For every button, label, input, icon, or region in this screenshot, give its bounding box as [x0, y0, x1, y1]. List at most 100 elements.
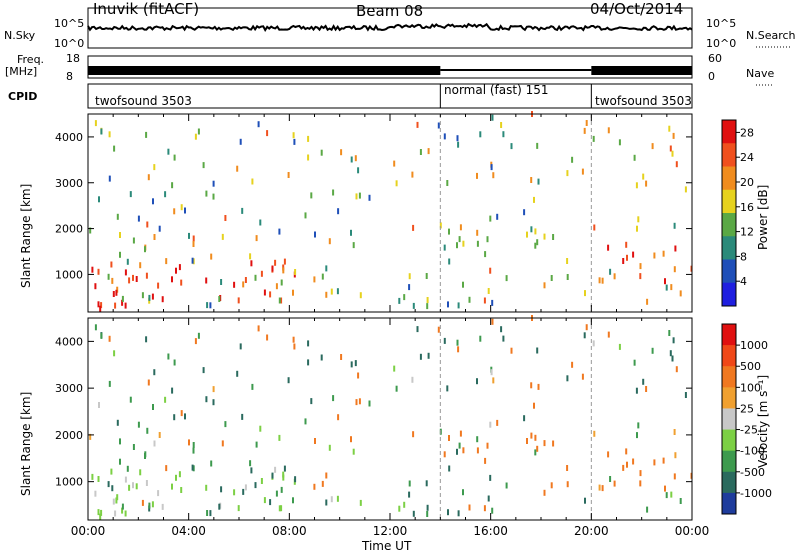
power-heatmap-cell: [119, 232, 121, 238]
x-axis-title: Time UT: [362, 539, 412, 553]
power-heatmap-cell: [325, 265, 328, 272]
velocity-heatmap-cell: [146, 427, 149, 434]
velocity-heatmap-cell: [164, 396, 167, 403]
velocity-heatmap-cell: [416, 326, 419, 333]
power-heatmap-cell: [139, 262, 142, 269]
power-panel-frame: [87, 113, 693, 313]
velocity-heatmap-cell: [426, 504, 429, 511]
velocity-heatmap-cell: [534, 434, 537, 441]
velocity-heatmap-cell: [144, 453, 146, 459]
power-heatmap-cell: [674, 245, 677, 252]
power-heatmap-cell: [132, 274, 134, 281]
power-heatmap-cell: [330, 288, 333, 295]
power-heatmap-cell: [484, 251, 487, 258]
power-heatmap-cell: [165, 258, 168, 265]
xtick-label: 00:00: [675, 524, 710, 538]
velocity-heatmap-cell: [307, 340, 310, 347]
power-heatmap-cell: [609, 268, 612, 275]
power-heatmap-cell: [552, 234, 555, 240]
power-heatmap-cell: [571, 156, 574, 163]
power-heatmap-cell: [583, 127, 586, 134]
velocity-heatmap-cell: [613, 480, 616, 487]
velocity-heatmap-cell: [242, 488, 245, 495]
velocity-heatmap-cell: [653, 459, 656, 466]
velocity-heatmap-cell: [188, 439, 190, 446]
velocity-heatmap-cell: [275, 490, 278, 497]
power-heatmap-cell: [354, 155, 357, 162]
power-heatmap-cell: [337, 208, 340, 215]
power-heatmap-cell: [124, 269, 127, 276]
velocity-colorbar-tick-label: 1000: [740, 339, 768, 352]
power-heatmap-cell: [94, 120, 97, 127]
power-heatmap-cell: [184, 207, 186, 214]
power-heatmap-cell: [244, 277, 247, 283]
velocity-heatmap-cell: [157, 490, 160, 497]
velocity-heatmap-cell: [260, 478, 263, 484]
xtick-label: 08:00: [272, 524, 307, 538]
velocity-heatmap-cell: [536, 347, 539, 354]
power-heatmap-cell: [266, 130, 269, 137]
power-heatmap-cell: [479, 131, 482, 138]
power-heatmap-cell: [116, 286, 119, 293]
velocity-heatmap-cell: [350, 361, 353, 368]
velocity-heatmap-cell: [457, 346, 460, 353]
power-heatmap-cell: [171, 276, 173, 283]
velocity-heatmap-cell: [100, 509, 103, 516]
power-colorbar-tick-label: 4: [740, 275, 747, 288]
power-heatmap-cell: [393, 160, 396, 167]
power-heatmap-cell: [626, 254, 628, 261]
power-heatmap-cell: [100, 128, 103, 135]
power-heatmap-cell: [487, 288, 490, 294]
power-heatmap-cell: [447, 301, 449, 308]
velocity-colorbar-segment: [722, 450, 736, 473]
power-heatmap-cell: [278, 228, 281, 235]
velocity-heatmap-cell: [165, 465, 168, 472]
power-ytick-label: 3000: [55, 177, 83, 190]
velocity-heatmap-cell: [675, 366, 678, 373]
velocity-colorbar-segment: [722, 324, 736, 346]
velocity-heatmap-cell: [462, 489, 464, 496]
velocity-ytick-label: 4000: [55, 335, 83, 348]
velocity-heatmap-cell: [274, 466, 277, 473]
velocity-heatmap-cell: [173, 359, 176, 366]
velocity-heatmap-cell: [505, 482, 508, 489]
velocity-heatmap-cell: [113, 350, 116, 357]
velocity-heatmap-cell: [251, 383, 254, 390]
power-heatmap-cell: [224, 215, 227, 221]
power-heatmap-cell: [581, 168, 584, 175]
power-heatmap-cell: [483, 297, 486, 304]
velocity-heatmap-cell: [412, 431, 415, 438]
xtick-label: 16:00: [473, 524, 508, 538]
velocity-heatmap-cell: [266, 334, 269, 341]
velocity-heatmap-cell: [236, 370, 239, 377]
velocity-heatmap-cell: [408, 480, 411, 487]
velocity-heatmap-cell: [585, 324, 588, 331]
power-heatmap-cell: [395, 180, 398, 187]
velocity-heatmap-cell: [294, 476, 297, 483]
velocity-heatmap-cell: [115, 497, 118, 504]
nsky-series-line: [87, 22, 693, 32]
velocity-heatmap-cell: [124, 476, 127, 483]
velocity-heatmap-cell: [622, 464, 625, 471]
power-heatmap-cell: [274, 259, 277, 266]
velocity-heatmap-cell: [536, 445, 539, 452]
power-heatmap-cell: [622, 258, 625, 264]
nsearch-tick-top: 10^5: [706, 17, 737, 30]
power-heatmap-cell: [255, 235, 258, 242]
power-heatmap-cell: [115, 289, 118, 296]
velocity-heatmap-cell: [670, 491, 673, 498]
velocity-heatmap-cell: [395, 385, 398, 392]
velocity-heatmap-cell: [487, 495, 490, 502]
velocity-heatmap-cell: [403, 501, 406, 508]
power-heatmap-cell: [486, 236, 489, 243]
velocity-heatmap-cell: [108, 335, 111, 342]
power-heatmap-cell: [502, 131, 505, 138]
velocity-heatmap-cell: [530, 432, 533, 439]
velocity-heatmap-cell: [192, 465, 195, 472]
velocity-heatmap-cell: [107, 481, 110, 488]
power-heatmap-cell: [534, 228, 537, 235]
velocity-heatmap-cell: [255, 441, 258, 448]
power-heatmap-cell: [153, 164, 156, 171]
power-heatmap-cell: [443, 133, 446, 140]
power-heatmap-cell: [99, 305, 102, 312]
